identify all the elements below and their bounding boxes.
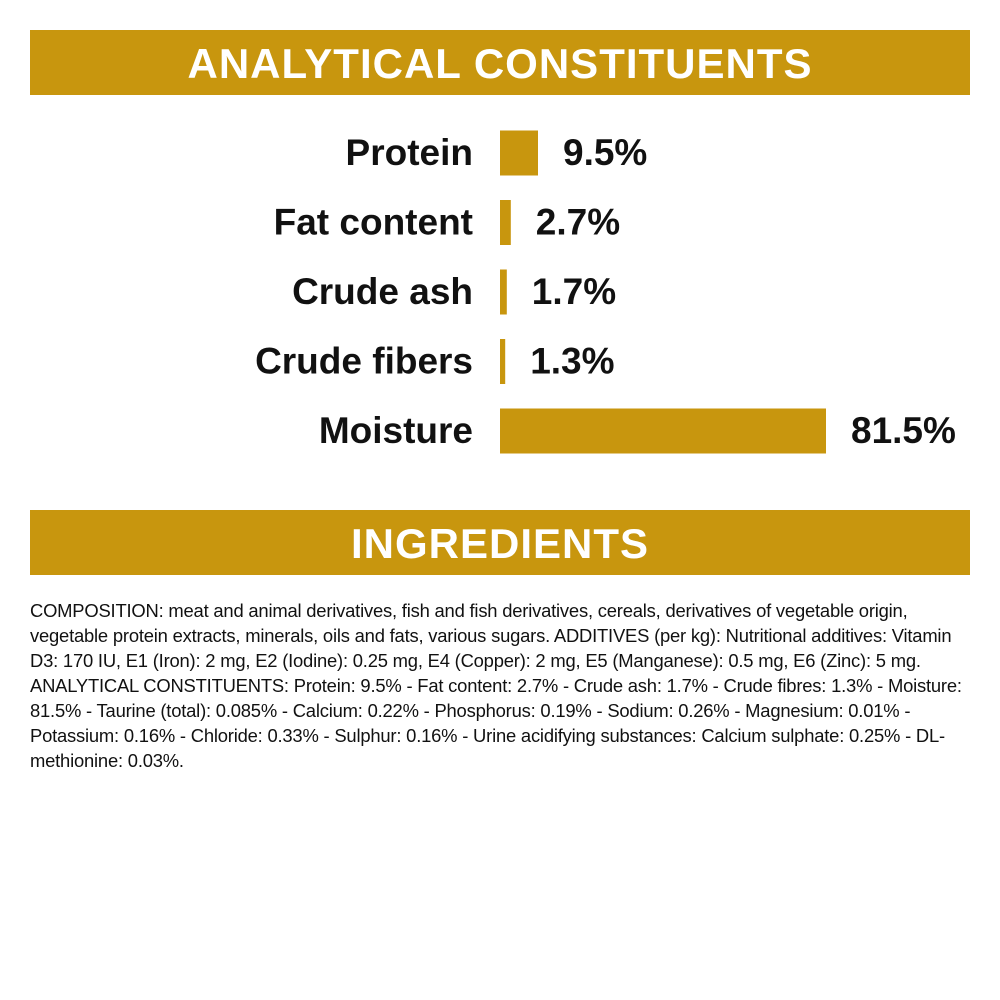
value-label: 81.5%	[851, 410, 956, 451]
bar	[500, 339, 506, 384]
category-label: Moisture	[319, 410, 473, 451]
value-label: 1.7%	[532, 271, 616, 312]
chart: Protein 9.5% Fat content 2.7% Crude ash 1.7% C…	[255, 130, 956, 454]
chart-title: ANALYTICAL CONSTITUENTS	[30, 30, 970, 95]
category-label: Crude ash	[292, 271, 473, 312]
value-label: 9.5%	[563, 132, 647, 173]
bar	[500, 408, 826, 454]
value-label: 2.7%	[536, 201, 620, 242]
category-label: Fat content	[274, 201, 473, 242]
category-label: Crude fibers	[255, 340, 473, 381]
bar	[500, 269, 507, 315]
bar	[500, 200, 511, 245]
value-label: 1.3%	[530, 340, 614, 381]
section-title: INGREDIENTS	[30, 510, 970, 575]
bar	[500, 130, 538, 176]
ingredients-text: COMPOSITION: meat and animal derivatives…	[30, 600, 962, 771]
category-label: Protein	[346, 132, 473, 173]
